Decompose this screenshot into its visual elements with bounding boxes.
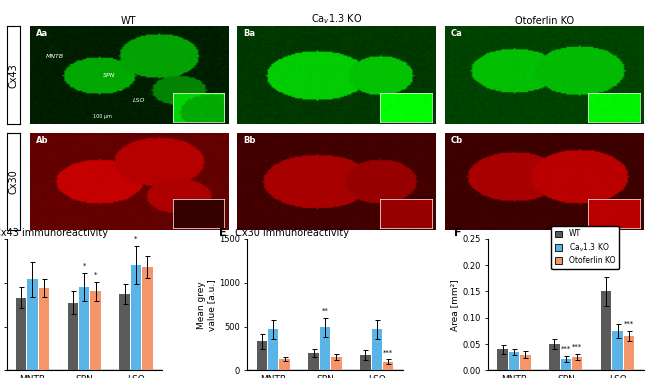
Bar xyxy=(268,329,278,370)
Bar xyxy=(509,352,519,370)
Text: LSO: LSO xyxy=(133,99,145,104)
Bar xyxy=(320,327,330,370)
Text: Ca: Ca xyxy=(451,29,463,39)
Bar xyxy=(383,362,393,370)
Bar xyxy=(497,349,508,370)
Bar xyxy=(572,357,582,370)
Bar xyxy=(331,357,342,370)
Bar xyxy=(79,287,90,370)
Text: E: E xyxy=(219,228,227,238)
Title: Ca$_v$1.3 KO: Ca$_v$1.3 KO xyxy=(311,12,362,26)
Y-axis label: Area [mm²]: Area [mm²] xyxy=(450,279,460,330)
Title: Otoferlin KO: Otoferlin KO xyxy=(515,15,574,26)
Bar xyxy=(27,279,38,370)
Bar xyxy=(120,294,130,370)
Text: *: * xyxy=(94,272,98,278)
Text: *: * xyxy=(83,263,86,269)
Text: *: * xyxy=(135,236,138,242)
Text: Aa: Aa xyxy=(36,29,47,39)
Text: Cx43 immunoreactivity: Cx43 immunoreactivity xyxy=(0,228,108,238)
Text: F: F xyxy=(454,228,462,238)
Bar xyxy=(142,267,153,370)
Text: Ab: Ab xyxy=(36,136,48,144)
Bar xyxy=(360,355,370,370)
Bar xyxy=(308,353,319,370)
Bar xyxy=(601,291,612,370)
Bar xyxy=(16,297,26,370)
Text: Cx30: Cx30 xyxy=(8,169,18,194)
Text: MNTB: MNTB xyxy=(46,54,64,59)
Bar xyxy=(131,265,141,370)
Bar xyxy=(612,331,623,370)
Text: SPN: SPN xyxy=(103,73,116,78)
Text: ***: *** xyxy=(561,346,571,352)
Bar xyxy=(90,291,101,370)
Text: ***: *** xyxy=(383,350,393,356)
Y-axis label: Mean grey
value [a.u.]: Mean grey value [a.u.] xyxy=(196,279,216,330)
Bar xyxy=(38,288,49,370)
Text: Cx43: Cx43 xyxy=(8,63,18,88)
Bar xyxy=(257,341,267,370)
Bar xyxy=(280,359,290,370)
Text: Bb: Bb xyxy=(243,136,255,144)
Text: ***: *** xyxy=(624,321,634,327)
Legend: WT, Ca$_v$1.3 KO, Otoferlin KO: WT, Ca$_v$1.3 KO, Otoferlin KO xyxy=(551,226,619,269)
Bar xyxy=(549,344,560,370)
Text: ***: *** xyxy=(572,344,582,350)
Text: 100 µm: 100 µm xyxy=(93,114,112,119)
Text: Cx30 immunoreactivity: Cx30 immunoreactivity xyxy=(232,228,349,238)
Bar xyxy=(68,303,78,370)
Text: **: ** xyxy=(322,308,328,314)
Bar xyxy=(624,336,634,370)
Text: Ba: Ba xyxy=(243,29,255,39)
Bar xyxy=(372,329,382,370)
Title: WT: WT xyxy=(121,15,136,26)
Bar xyxy=(560,359,571,370)
Bar xyxy=(520,355,530,370)
Text: Cb: Cb xyxy=(451,136,463,144)
